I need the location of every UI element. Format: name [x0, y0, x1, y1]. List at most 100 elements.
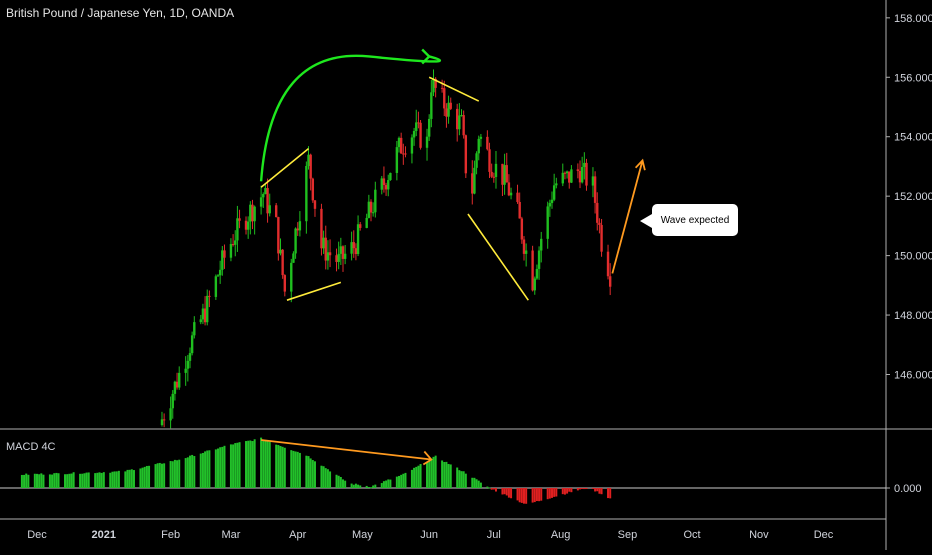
macd-bar [525, 488, 528, 504]
macd-bar [145, 465, 148, 488]
candle-body [540, 238, 543, 251]
y-tick-label: 150.000 [894, 251, 932, 263]
candle-body [214, 276, 218, 297]
y-tick-label: 156.000 [894, 72, 932, 84]
candle-body [552, 185, 556, 200]
candle-body [264, 188, 267, 195]
candle-body [268, 205, 271, 214]
candle-body [335, 255, 338, 262]
macd-bar [102, 472, 105, 488]
macd-bar [354, 483, 357, 488]
candle-body [354, 248, 358, 255]
candle-body [274, 205, 278, 218]
x-tick-label: Oct [684, 529, 701, 541]
macd-bar [428, 460, 431, 488]
candle-body [477, 138, 480, 154]
macd-bar [109, 472, 112, 488]
macd-bar [344, 480, 347, 488]
macd-bar [434, 455, 437, 488]
candle-body [432, 78, 435, 93]
candle-body [253, 206, 256, 222]
macd-bar [464, 473, 467, 488]
macd-bar [232, 444, 235, 488]
macd-bar [598, 488, 601, 494]
macd-bar [296, 451, 299, 488]
trendline-annotation [260, 147, 310, 188]
candle-body [479, 136, 483, 139]
macd-bar [199, 453, 202, 488]
trendline-annotation [467, 213, 529, 301]
y-tick-label: 146.000 [894, 370, 932, 382]
x-tick-label: Mar [221, 529, 240, 541]
macd-bar [158, 462, 161, 488]
macd-bar [208, 450, 211, 488]
candle-body [307, 154, 310, 166]
macd-bar [279, 446, 282, 488]
candle-body [320, 208, 323, 249]
candle-body [259, 197, 263, 207]
macd-bar [294, 451, 297, 488]
macd-bar [473, 477, 476, 488]
macd-bar [234, 443, 237, 488]
macd-bar [266, 440, 269, 488]
y-tick-label: 152.000 [894, 191, 932, 203]
candle-body [184, 368, 187, 373]
macd-bar [173, 459, 176, 488]
candle-body [507, 182, 511, 196]
candle-body [313, 200, 317, 209]
macd-bar [126, 469, 129, 488]
macd-bar [204, 451, 207, 488]
macd-bar [111, 471, 114, 488]
candle-body [524, 250, 528, 254]
macd-bar [563, 488, 566, 495]
macd-bar [551, 488, 554, 498]
candle-body [593, 176, 597, 203]
macd-bar [186, 457, 189, 488]
candle-body [419, 122, 422, 148]
macd-bar [236, 442, 239, 488]
trendline-annotation [286, 281, 342, 301]
candle-body [208, 295, 211, 297]
macd-bar [178, 459, 181, 488]
macd-bar [576, 488, 579, 491]
macd-bar [115, 471, 118, 488]
macd-bar [607, 488, 610, 499]
macd-bar [583, 488, 586, 490]
macd-bar [156, 463, 159, 488]
candle-body [339, 246, 343, 254]
candle-body [412, 130, 416, 138]
macd-bar [367, 486, 370, 488]
candle-body [367, 201, 371, 218]
candle-body [434, 78, 437, 88]
macd-bar [490, 488, 493, 490]
macd-bar [417, 465, 420, 488]
x-tick-label: Dec [814, 529, 834, 541]
candle-body [449, 102, 452, 109]
candle-body [494, 163, 498, 177]
macd-bar [350, 483, 353, 488]
candle-body [427, 118, 431, 137]
candle-body [522, 239, 526, 254]
macd-bar [130, 469, 133, 488]
candle-body [598, 222, 601, 225]
candle-body [565, 171, 569, 174]
macd-bar [277, 445, 280, 488]
candle-body [365, 217, 368, 228]
macd-bar [395, 476, 398, 488]
candle-body [382, 178, 386, 186]
macd-bar [357, 484, 360, 488]
x-tick-label: Nov [749, 529, 769, 541]
macd-bar [456, 467, 459, 488]
macd-bar [320, 465, 323, 488]
candle-body [606, 251, 610, 277]
candle-body [578, 170, 582, 183]
candle-body [343, 253, 347, 259]
macd-bar [486, 486, 489, 488]
macd-bar [477, 480, 480, 488]
macd-bar [132, 470, 135, 488]
candle-body [162, 419, 166, 421]
candle-body [563, 172, 567, 174]
candle-body [244, 220, 248, 230]
candle-body [206, 295, 209, 323]
macd-bar [176, 460, 179, 488]
